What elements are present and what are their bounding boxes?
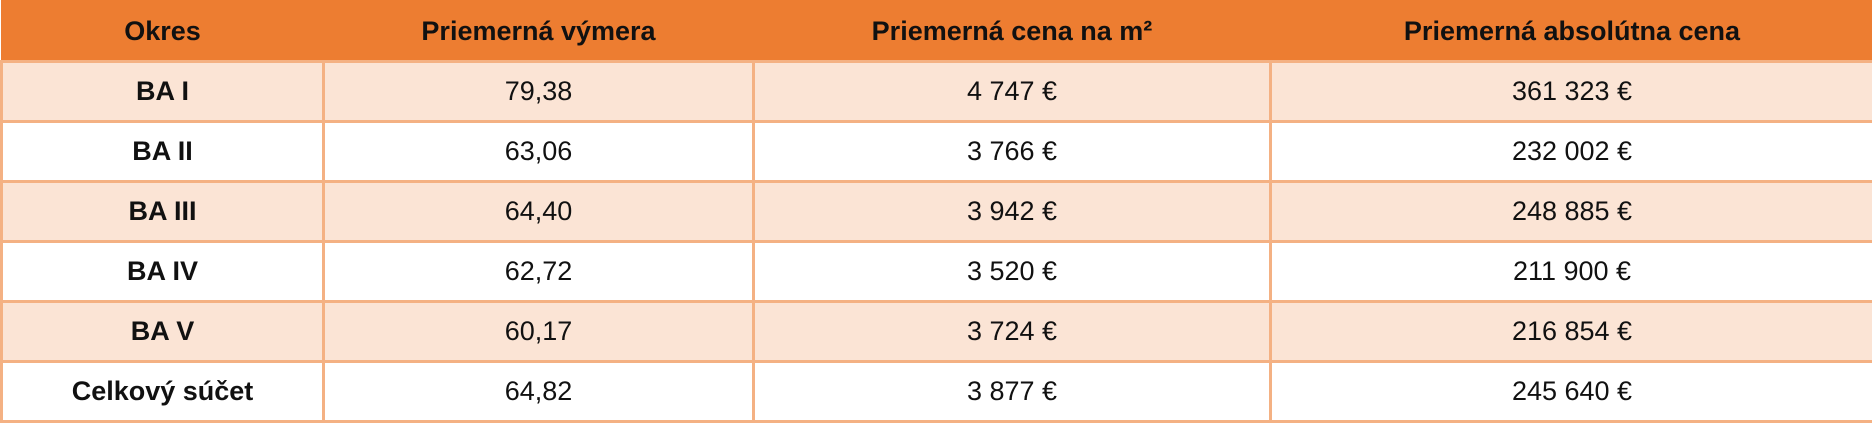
district-cell: BA V (2, 302, 324, 362)
value-cell: 232 002 € (1271, 122, 1872, 182)
value-cell: 4 747 € (754, 62, 1271, 122)
value-cell: 216 854 € (1271, 302, 1872, 362)
value-cell: 3 766 € (754, 122, 1271, 182)
district-cell: BA III (2, 182, 324, 242)
value-cell: 3 724 € (754, 302, 1271, 362)
value-cell: 64,82 (324, 362, 754, 422)
header-cell: Priemerná absolútna cena (1271, 1, 1872, 62)
value-cell: 60,17 (324, 302, 754, 362)
value-cell: 3 942 € (754, 182, 1271, 242)
value-cell: 64,40 (324, 182, 754, 242)
value-cell: 245 640 € (1271, 362, 1872, 422)
header-cell: Priemerná výmera (324, 1, 754, 62)
value-cell: 211 900 € (1271, 242, 1872, 302)
value-cell: 361 323 € (1271, 62, 1872, 122)
value-cell: 62,72 (324, 242, 754, 302)
value-cell: 3 520 € (754, 242, 1271, 302)
header-cell: Okres (2, 1, 324, 62)
value-cell: 3 877 € (754, 362, 1271, 422)
district-cell: BA IV (2, 242, 324, 302)
district-cell: Celkový súčet (2, 362, 324, 422)
header-cell: Priemerná cena na m² (754, 1, 1271, 62)
district-cell: BA I (2, 62, 324, 122)
value-cell: 79,38 (324, 62, 754, 122)
value-cell: 248 885 € (1271, 182, 1872, 242)
district-cell: BA II (2, 122, 324, 182)
value-cell: 63,06 (324, 122, 754, 182)
